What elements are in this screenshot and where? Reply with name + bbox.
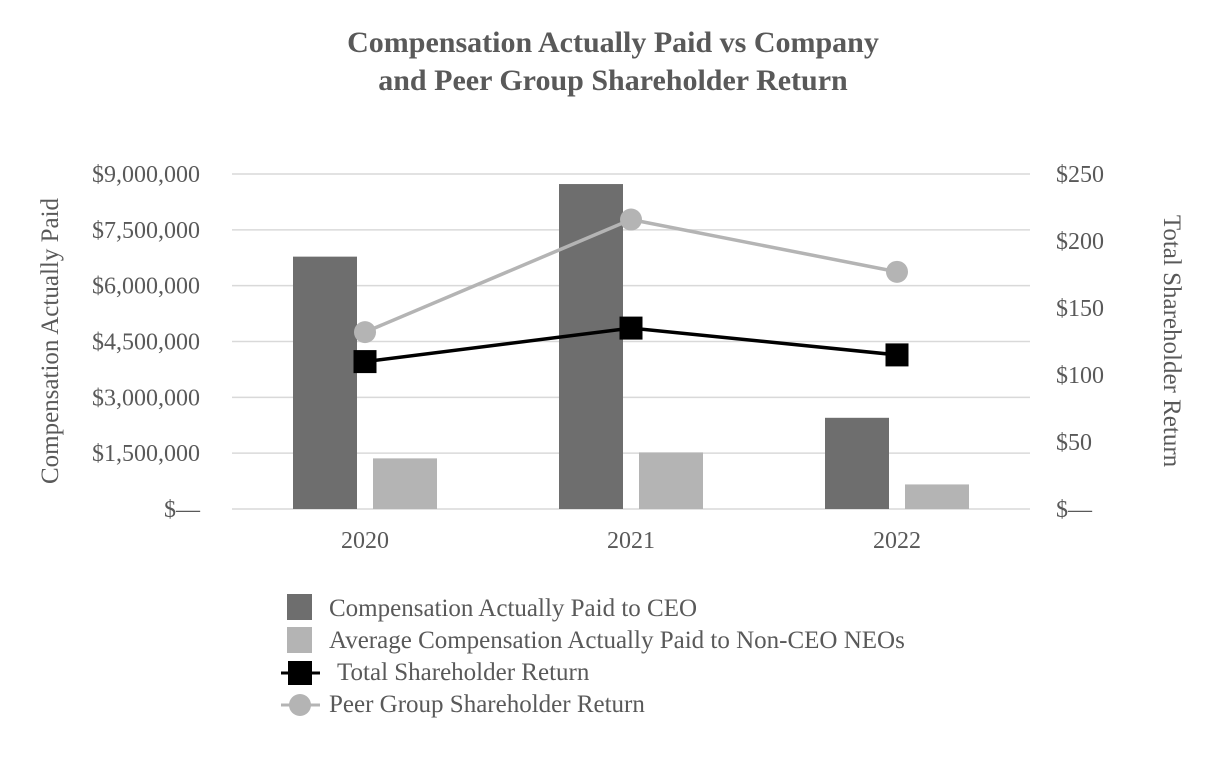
legend-label-tsr: Total Shareholder Return (337, 659, 590, 686)
legend: Compensation Actually Paid to CEO Averag… (281, 594, 905, 718)
legend-label-ceo: Compensation Actually Paid to CEO (329, 595, 697, 622)
legend-label-neo: Average Compensation Actually Paid to No… (329, 627, 905, 654)
legend-marker-peer (289, 694, 311, 716)
left-tick-label: $7,500,000 (92, 218, 200, 244)
legend-swatch-ceo (287, 594, 312, 620)
line-peer (364, 217, 898, 334)
x-axis-ticks: 2020 2021 2022 (341, 528, 921, 554)
bar-ceo-2020 (293, 256, 357, 509)
point-peer-2020 (354, 321, 376, 344)
left-axis-ticks: $— $1,500,000 $3,000,000 $4,500,000 $6,000,0… (92, 162, 201, 523)
left-tick-label: $3,000,000 (92, 385, 200, 411)
bar-ceo-2021 (559, 184, 623, 510)
right-tick-label: $250 (1056, 162, 1104, 188)
lines (353, 208, 909, 374)
bar-neo-2022 (905, 484, 969, 509)
point-peer-2021 (620, 208, 642, 231)
chart-title-line-2: and Peer Group Shareholder Return (378, 64, 848, 97)
right-tick-label: $150 (1056, 296, 1104, 322)
left-tick-label: $— (164, 497, 201, 523)
point-peer-2022 (886, 260, 908, 283)
x-tick-label: 2021 (607, 528, 655, 554)
x-tick-label: 2020 (341, 528, 389, 554)
x-tick-label: 2022 (873, 528, 921, 554)
legend-marker-tsr (288, 661, 312, 685)
legend-label-peer: Peer Group Shareholder Return (329, 691, 645, 718)
right-axis-title: Total Shareholder Return (1158, 215, 1185, 468)
left-axis-title: Compensation Actually Paid (37, 197, 64, 484)
bar-ceo-2022 (825, 417, 889, 509)
point-tsr-2022 (885, 343, 909, 367)
left-tick-label: $1,500,000 (92, 441, 200, 467)
bar-neo-2020 (373, 458, 437, 509)
chart-title-line-1: Compensation Actually Paid vs Company (347, 26, 879, 59)
point-tsr-2021 (619, 316, 643, 340)
point-tsr-2020 (353, 350, 377, 374)
left-tick-label: $6,000,000 (92, 274, 200, 300)
right-axis-ticks: $— $50 $100 $150 $200 $250 (1056, 162, 1104, 523)
left-tick-label: $9,000,000 (92, 162, 200, 188)
right-tick-label: $50 (1056, 430, 1092, 456)
left-tick-label: $4,500,000 (92, 330, 200, 356)
bars (293, 184, 969, 510)
right-tick-label: $200 (1056, 229, 1104, 255)
legend-swatch-neo (287, 627, 312, 653)
right-tick-label: $— (1056, 497, 1093, 523)
bar-neo-2021 (639, 452, 703, 509)
right-tick-label: $100 (1056, 363, 1104, 389)
